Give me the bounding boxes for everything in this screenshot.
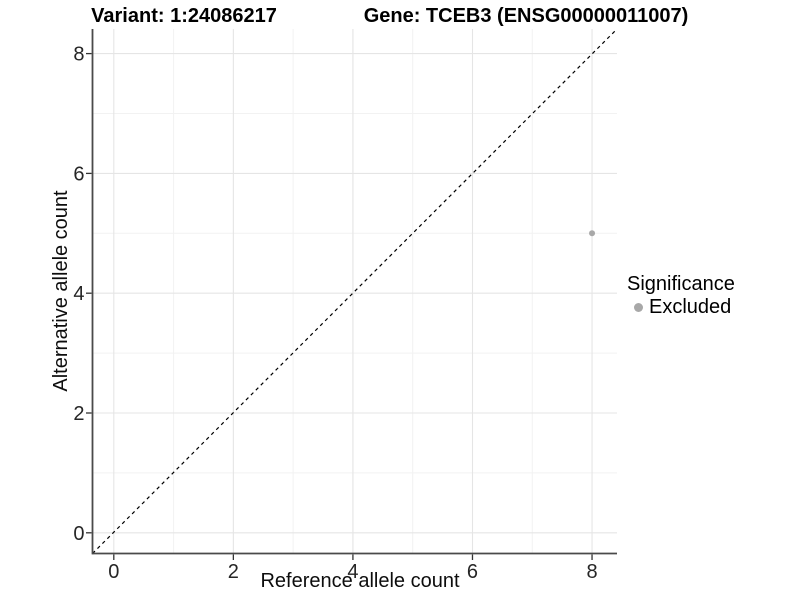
x-tick-label: 2 (228, 561, 239, 583)
axis-lines-group (91, 29, 617, 555)
gene-title: Gene: TCEB3 (ENSG00000011007) (363, 5, 689, 27)
variant-title: Variant: 1:24086217 (91, 5, 277, 27)
tick-marks-group (86, 52, 593, 560)
minor-gridlines (92, 29, 617, 554)
x-tick-label: 4 (347, 561, 358, 583)
legend-item-label: Excluded (649, 296, 732, 318)
data-points-group (589, 230, 596, 237)
y-tick-label: 0 (73, 523, 84, 545)
y-tick-label: 8 (73, 44, 84, 66)
identity-reference-line (92, 28, 618, 554)
tick-labels-group: 0 2 4 6 8 0 2 4 6 8 (73, 44, 597, 583)
identity-reference-line-group (92, 28, 618, 554)
legend-item: Excluded (627, 296, 735, 318)
x-tick-label: 6 (467, 561, 478, 583)
legend: Significance Excluded (627, 273, 735, 318)
x-axis-title: Reference allele count (260, 570, 460, 592)
y-tick-label: 4 (73, 283, 84, 305)
legend-items: Excluded (627, 296, 735, 318)
x-tick-label: 0 (108, 561, 119, 583)
y-tick-label: 6 (73, 163, 84, 185)
data-point (589, 230, 596, 237)
y-axis-title: Alternative allele count (50, 190, 72, 392)
legend-title: Significance (627, 273, 735, 295)
legend-point-icon (634, 302, 643, 312)
major-gridlines (92, 29, 617, 554)
x-tick-label: 8 (586, 561, 597, 583)
y-tick-label: 2 (73, 403, 84, 425)
